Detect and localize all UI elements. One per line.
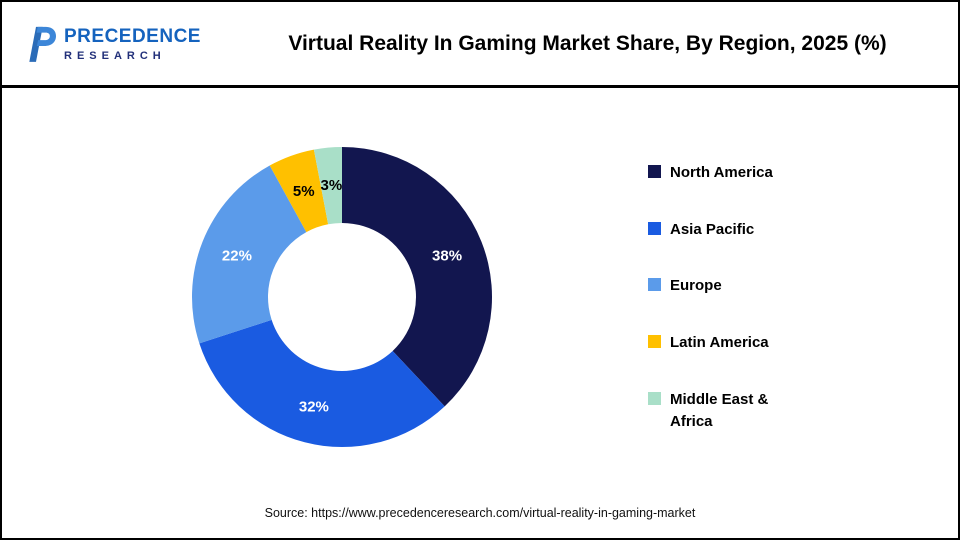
precedence-logo-icon — [29, 26, 56, 62]
legend-swatch — [648, 278, 661, 292]
legend-item-latin-america: Latin America — [648, 332, 798, 354]
legend-swatch — [648, 391, 661, 405]
legend-label: North America — [670, 163, 773, 181]
slice-label-latin-america: 5% — [293, 183, 315, 200]
chart-title: Virtual Reality In Gaming Market Share, … — [288, 31, 887, 55]
legend-label: Asia Pacific — [670, 220, 755, 238]
legend-label: Middle East & Africa — [670, 390, 769, 430]
chart-area: 38% 32% 22% 5% 3% North America Asia Pacific E… — [2, 88, 958, 506]
donut-slice-middle-east-africa — [313, 147, 342, 225]
slice-label-middle-east-africa: 3% — [321, 177, 343, 194]
header: PRECEDENCE RESEARCH Virtual Reality In G… — [2, 2, 958, 88]
source-text: Source: https://www.precedenceresearch.c… — [264, 506, 696, 520]
legend-item-asia-pacific: Asia Pacific — [648, 219, 798, 241]
legend: North America Asia Pacific Europe Latin Ame… — [648, 162, 798, 433]
legend-swatch — [648, 335, 661, 348]
precedence-research-logo: PRECEDENCE RESEARCH — [26, 25, 241, 62]
donut-slice-north-america — [342, 147, 493, 407]
legend-item-middle-east-africa: Middle East & Africa — [648, 389, 798, 433]
donut-svg: 38% 32% 22% 5% 3% — [191, 147, 493, 448]
slice-label-asia-pacific: 32% — [299, 399, 329, 416]
slice-label-europe: 22% — [222, 248, 252, 265]
donut-slice-asia-pacific — [199, 319, 445, 448]
footer: Source: https://www.precedenceresearch.c… — [2, 506, 958, 538]
logo-text-research: RESEARCH — [64, 49, 166, 62]
legend-label: Latin America — [670, 334, 769, 351]
legend-label: Europe — [670, 277, 722, 295]
logo-text: PRECEDENCE RESEARCH — [64, 26, 201, 62]
legend-item-north-america: North America — [648, 162, 798, 184]
logo-text-precedence: PRECEDENCE — [64, 25, 201, 47]
legend-item-europe: Europe — [648, 275, 798, 297]
slice-label-north-america: 38% — [432, 248, 462, 265]
donut-chart: 38% 32% 22% 5% 3% — [182, 137, 502, 457]
legend-swatch — [648, 221, 661, 235]
donut-slice-latin-america — [269, 149, 329, 233]
legend-swatch — [648, 164, 661, 178]
donut-slice-europe — [191, 165, 307, 344]
